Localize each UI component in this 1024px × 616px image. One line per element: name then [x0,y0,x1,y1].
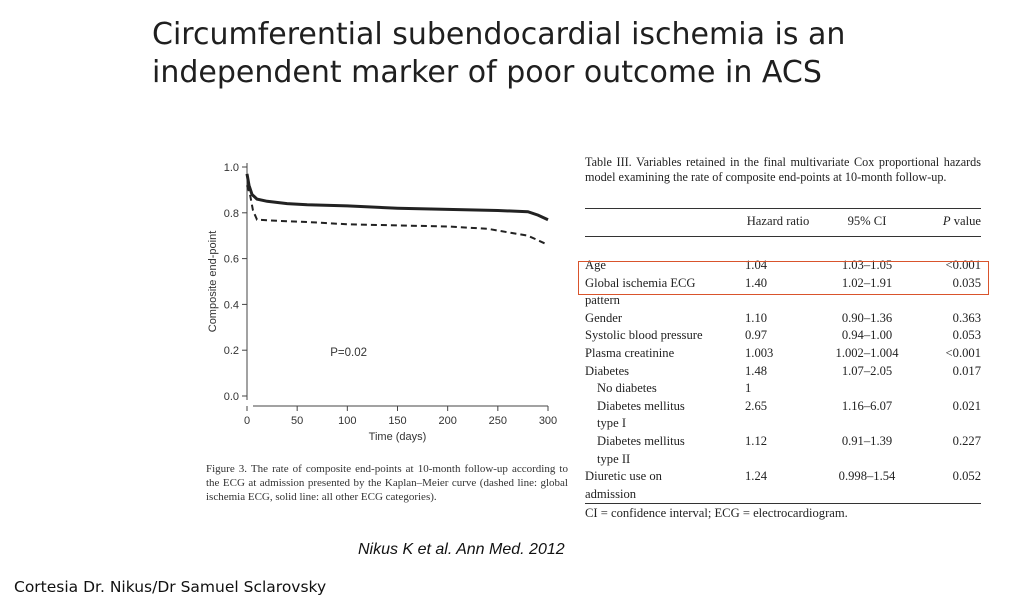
table-header-row: Hazard ratio 95% CI P value [585,208,981,237]
row-hazard-ratio: 1.48 [745,363,768,378]
row-variable: Diuretic use on admission [585,468,739,504]
x-tick-label: 200 [438,415,456,427]
row-p-value: 0.035 [952,275,981,290]
row-hazard-ratio: 1.10 [745,310,768,325]
table-caption: Table III. Variables retained in the fin… [585,155,981,184]
slide-title-line-1: Circumferential subendocardial ischemia … [152,17,846,52]
highlight-box [578,261,989,295]
figure-caption: Figure 3. The rate of composite end-poin… [206,463,568,504]
table-row: No diabetes 1 [585,380,981,398]
row-p-value: 0.363 [952,310,981,325]
row-variable-text: Diabetes mellitus type II [597,433,685,466]
row-ci [817,380,917,398]
row-p-value: 0.227 [952,433,981,448]
row-variable: Global ischemia ECG pattern [585,275,739,310]
dashed-survival-curve [246,184,549,246]
row-p-value: 0.053 [952,328,981,343]
table-row: Diuretic use on admission 1.24 0.998–1.5… [585,468,981,504]
table-row-highlighted: Global ischemia ECG pattern 1.40 1.02–1.… [585,275,981,310]
row-ci: 0.94–1.00 [841,328,893,343]
row-variable-text: Diabetes mellitus type I [597,398,685,431]
row-variable: Diabetes [585,363,630,378]
slide-title: Circumferential subendocardial ischemia … [152,16,912,92]
table-row: Gender 1.10 0.90–1.36 0.363 [585,310,981,328]
row-ci: 1.02–1.91 [841,275,893,290]
row-ci: 1.002–1.004 [835,345,899,360]
row-variable: Diabetes mellitus type II [585,433,739,468]
y-tick-label: 0.6 [224,254,239,266]
row-p-value: 0.017 [952,363,981,378]
row-ci: 0.90–1.36 [841,310,893,325]
row-variable: No diabetes [585,380,739,398]
table-header-hazard-ratio: Hazard ratio [746,214,810,228]
row-ci: 1.16–6.07 [841,398,893,413]
solid-survival-curve [245,173,549,222]
y-tick-label: 0.2 [224,345,239,357]
y-tick-label: 0.4 [224,299,239,311]
x-tick-label: 150 [388,415,406,427]
y-tick-label: 1.0 [224,162,239,174]
table-row: Diabetes mellitus type I 2.65 1.16–6.07 … [585,398,981,433]
table-row: Diabetes 1.48 1.07–2.05 0.017 [585,363,981,381]
table-header-p-value: P value [942,214,981,228]
row-variable-text: No diabetes [597,381,657,396]
x-axis-label: Time (days) [369,431,427,443]
row-p-value: <0.001 [945,345,981,360]
x-tick-label: 50 [291,415,303,427]
y-axis-label: Composite end-point [207,231,219,333]
row-variable: Gender [585,310,623,325]
row-variable-text: Diuretic use on admission [585,469,662,501]
row-variable-text: Global ischemia ECG pattern [585,275,696,308]
table-row: Diabetes mellitus type II 1.12 0.91–1.39… [585,433,981,468]
table-header-ci: 95% CI [847,214,887,228]
row-hazard-ratio: 1.24 [745,469,768,484]
kaplan-meier-chart: 0.0 0.2 0.4 0.6 0.8 1.0 0 50 100 150 200 250 300 Time… [207,162,557,443]
row-hazard-ratio: 1 [745,381,752,396]
row-variable: Systolic blood pressure [585,328,703,343]
row-p-value [917,380,981,398]
row-hazard-ratio: 1.003 [745,345,774,360]
x-tick-label: 0 [244,415,250,427]
row-p-value: 0.052 [952,469,981,484]
y-tick-label: 0.8 [224,208,239,220]
row-hazard-ratio: 1.12 [745,433,768,448]
table-header-variable [585,209,739,237]
row-variable: Diabetes mellitus type I [585,398,739,433]
cox-hazards-table: Hazard ratio 95% CI P value Age 1.04 1.0… [585,208,981,504]
slide-title-line-2: independent marker of poor outcome in AC… [152,55,822,90]
row-hazard-ratio: 0.97 [745,328,768,343]
row-ci: 0.998–1.54 [838,469,896,484]
row-hazard-ratio: 1.40 [745,275,768,290]
x-tick-label: 300 [539,415,557,427]
x-tick-label: 250 [489,415,507,427]
credit: Cortesia Dr. Nikus/Dr Samuel Sclarovsky [14,578,327,596]
row-ci: 1.07–2.05 [841,363,893,378]
row-ci: 0.91–1.39 [841,433,893,448]
y-tick-label: 0.0 [224,391,239,403]
citation: Nikus K et al. Ann Med. 2012 [358,541,565,558]
table-footnote: CI = confidence interval; ECG = electroc… [585,506,848,520]
x-tick-label: 100 [338,415,356,427]
row-hazard-ratio: 2.65 [745,398,768,413]
p-value-annotation: P=0.02 [330,347,367,359]
row-p-value: 0.021 [952,398,981,413]
table-row: Plasma creatinine 1.003 1.002–1.004 <0.0… [585,345,981,363]
table-row: Systolic blood pressure 0.97 0.94–1.00 0… [585,327,981,345]
row-variable: Plasma creatinine [585,345,675,360]
